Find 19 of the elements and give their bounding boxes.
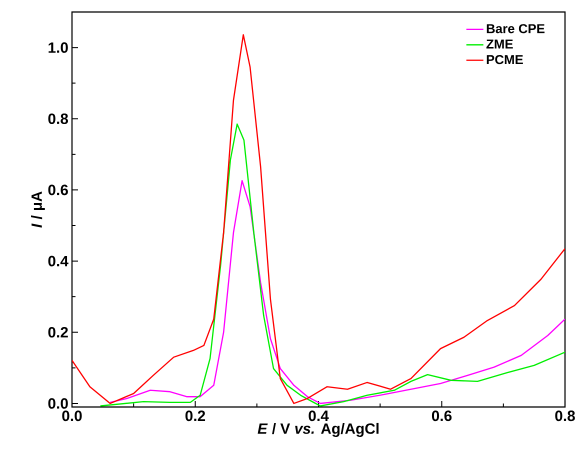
x-tick-label: 0.8 (555, 410, 575, 422)
x-tick-label: 0.2 (185, 410, 206, 422)
y-tick-label: 1.0 (48, 42, 68, 53)
y-axis-title: I / μA (31, 192, 45, 228)
y-tick-label: 0.4 (48, 256, 68, 266)
y-tick-label: 0.2 (48, 326, 68, 338)
legend-label: ZME (486, 40, 513, 49)
x-tick-label: 0.4 (308, 410, 329, 422)
y-tick-label: 0.6 (48, 184, 68, 196)
legend-label: PCME (486, 54, 523, 64)
line-series (110, 180, 566, 404)
line-series (72, 34, 566, 404)
legend-label: Bare CPE (486, 24, 545, 34)
y-tick-label: 0.8 (48, 113, 68, 124)
x-tick-label: 0.6 (432, 410, 452, 422)
line-series (100, 123, 566, 407)
x-axis-title: E / V vs. Ag/AgCl (258, 422, 379, 437)
x-tick-label: 0.0 (62, 410, 82, 422)
y-tick-label: 0.0 (48, 398, 68, 409)
